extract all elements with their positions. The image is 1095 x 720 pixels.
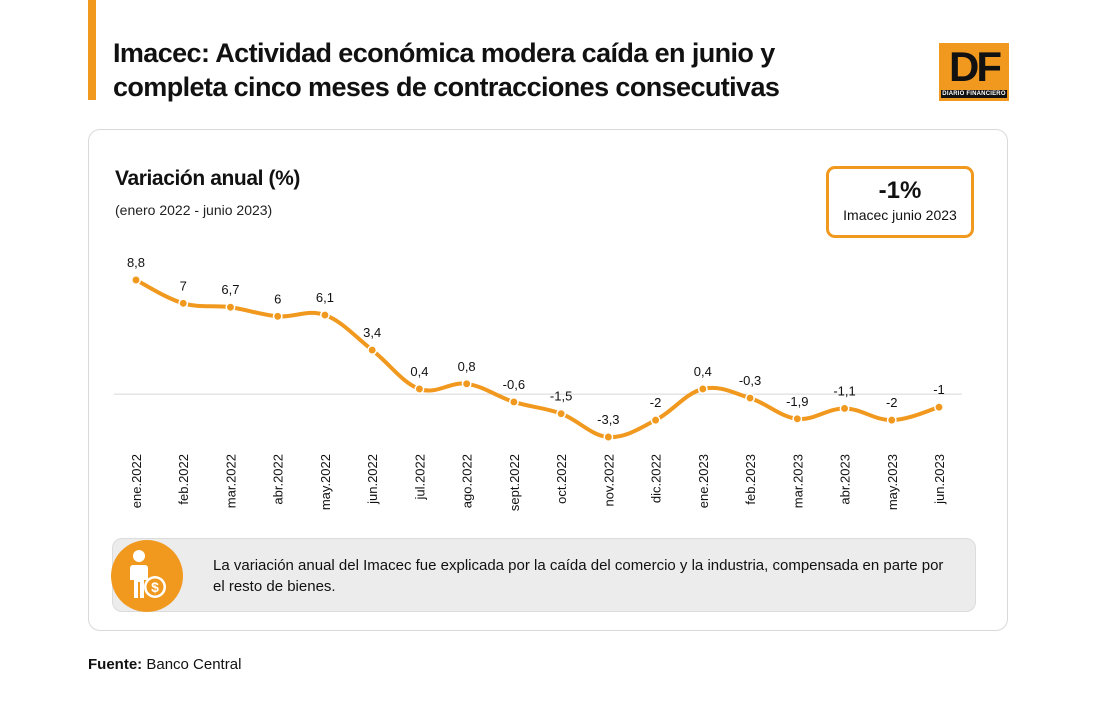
data-point (461, 378, 472, 389)
headline-accent-bar (88, 0, 96, 100)
x-tick-label: mar.2023 (790, 454, 805, 508)
logo-letters: DF (949, 43, 1002, 90)
x-tick-label: dic.2022 (649, 454, 664, 503)
data-point (745, 393, 756, 404)
source-value: Banco Central (146, 656, 242, 673)
data-label: 8,8 (127, 255, 145, 270)
data-label: 7 (180, 278, 187, 293)
data-point (178, 298, 189, 309)
logo-subtext: DIARIO FINANCIERO (941, 90, 1007, 98)
data-label: -1 (933, 382, 945, 397)
x-tick-label: sept.2022 (507, 454, 522, 511)
x-tick-label: may.2022 (318, 454, 333, 510)
data-label: 0,4 (694, 364, 712, 379)
x-tick-label: feb.2023 (743, 454, 758, 505)
svg-text:$: $ (151, 579, 159, 595)
x-tick-label: ago.2022 (460, 454, 475, 508)
data-point (272, 311, 283, 322)
x-tick-label: oct.2022 (554, 454, 569, 504)
chart-subtitle: (enero 2022 - junio 2023) (115, 202, 273, 218)
data-label: -2 (886, 395, 898, 410)
data-point (839, 403, 850, 414)
data-label: -3,3 (597, 412, 619, 427)
df-logo: DF DIARIO FINANCIERO (939, 43, 1009, 101)
x-tick-label: jul.2022 (412, 454, 427, 501)
kpi-value: -1% (878, 177, 922, 204)
data-point (650, 415, 661, 426)
data-label: 6 (274, 291, 281, 306)
data-point (934, 402, 944, 413)
data-label: 6,7 (221, 282, 239, 297)
x-tick-label: nov.2022 (601, 454, 616, 507)
note-text: La variación anual del Imacec fue explic… (213, 557, 944, 595)
x-tick-label: ene.2023 (696, 454, 711, 508)
data-label: -2 (650, 395, 662, 410)
data-label: 0,8 (458, 359, 476, 374)
data-point (367, 345, 378, 356)
data-point (414, 384, 425, 394)
data-point (792, 413, 803, 424)
data-label: 0,4 (410, 364, 428, 379)
x-tick-label: jun.2023 (932, 454, 947, 505)
data-point (556, 408, 567, 419)
data-point (131, 275, 141, 285)
x-tick-label: abr.2022 (271, 454, 286, 505)
data-label: -1,1 (833, 383, 855, 398)
note-box: $ La variación anual del Imacec fue expl… (111, 538, 976, 612)
chart-title: Variación anual (%) (115, 167, 300, 190)
source-label: Fuente: (88, 656, 143, 673)
data-point (508, 397, 519, 407)
source-line: Fuente: Banco Central (88, 656, 241, 673)
data-label: -0,6 (503, 377, 525, 392)
x-tick-label: abr.2023 (838, 454, 853, 505)
kpi-box: -1% Imacec junio 2023 (826, 166, 974, 238)
data-label: -0,3 (739, 373, 761, 388)
x-tick-label: mar.2022 (223, 454, 238, 508)
data-point (603, 432, 614, 442)
x-tick-label: feb.2022 (176, 454, 191, 505)
kpi-label: Imacec junio 2023 (843, 207, 957, 223)
x-tick-label: ene.2022 (129, 454, 144, 508)
data-label: 3,4 (363, 325, 381, 340)
person-money-icon: $ (111, 540, 183, 612)
data-label: 6,1 (316, 290, 334, 305)
data-label: -1,9 (786, 394, 808, 409)
person-money-icon-graphic: $ (130, 550, 166, 598)
data-label: -1,5 (550, 389, 572, 404)
data-point (697, 384, 708, 394)
x-tick-label: jun.2022 (365, 454, 380, 505)
data-point (886, 415, 897, 426)
data-point (225, 302, 236, 313)
headline: Imacec: Actividad económica modera caída… (113, 38, 780, 102)
series-line (134, 278, 941, 440)
x-tick-label: may.2023 (885, 454, 900, 510)
data-point (319, 310, 330, 320)
